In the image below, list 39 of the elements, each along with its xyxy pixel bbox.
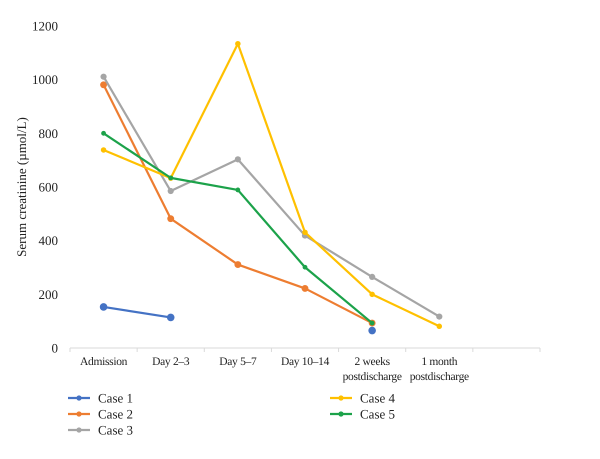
point: [302, 284, 308, 292]
point: [100, 303, 108, 311]
y-tick-label: 1200: [32, 18, 58, 34]
point: [369, 292, 375, 298]
point: [302, 230, 308, 236]
point: [436, 314, 442, 320]
legend-label: Case 5: [360, 406, 396, 422]
legend-label: Case 2: [98, 406, 134, 422]
y-tick-label: 400: [38, 233, 58, 248]
x-tick-label: Day 5–7: [219, 356, 257, 368]
legend-label: Case 4: [360, 390, 396, 406]
point: [235, 188, 240, 192]
y-tick-label: 600: [38, 180, 58, 195]
x-tick-label: Admission: [80, 356, 128, 368]
y-tick-label: 1000: [32, 72, 58, 88]
point: [100, 74, 107, 80]
y-tick-label: 200: [38, 286, 58, 302]
point: [436, 324, 442, 330]
y-tick-label: 800: [38, 126, 58, 141]
legend-label: Case 3: [98, 422, 134, 438]
point: [234, 261, 242, 268]
point: [302, 264, 308, 270]
point: [100, 147, 106, 153]
point: [101, 130, 106, 136]
point: [368, 326, 376, 334]
point: [100, 81, 108, 88]
y-tick-label: 0: [52, 340, 58, 356]
point: [166, 314, 175, 322]
point: [235, 40, 241, 46]
x-tick-label: 1 month postdischarge: [410, 356, 470, 383]
x-tick-label: 2 weeks postdischarge: [342, 356, 402, 383]
point: [167, 215, 174, 222]
point: [369, 274, 376, 280]
x-tick-label: Day 2–3: [152, 356, 190, 368]
point: [234, 156, 241, 162]
x-tick-label: Day 10–14: [280, 356, 330, 368]
point: [168, 188, 174, 194]
legend-label: Case 1: [98, 390, 134, 406]
y-axis-title: Serum creatinine (µmol/L): [14, 117, 29, 257]
